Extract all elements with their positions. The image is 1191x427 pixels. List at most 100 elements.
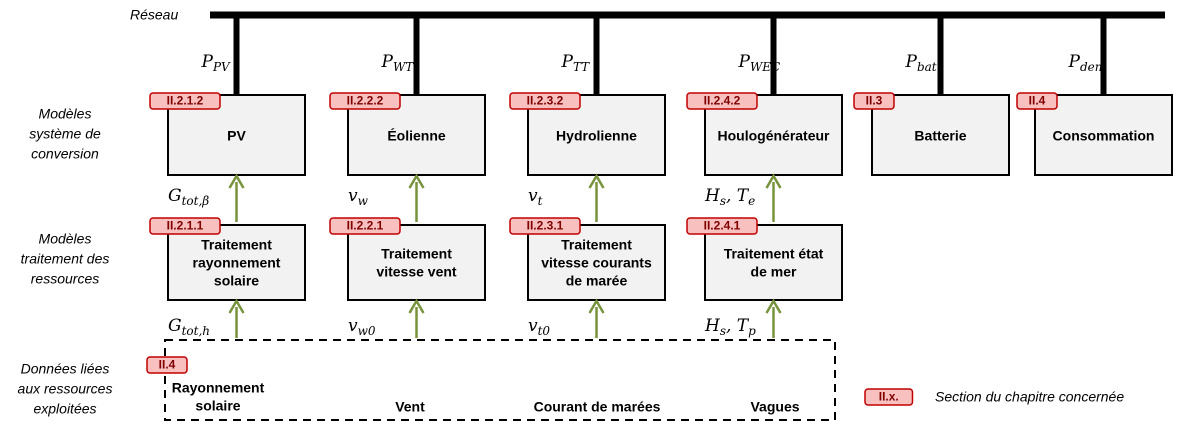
section-tag-text: II.x. <box>879 390 899 404</box>
box-label: Traitement <box>561 237 632 253</box>
row-label: système de <box>29 126 101 142</box>
section-tag-text: II.4 <box>159 358 176 372</box>
box-label: Houlogénérateur <box>717 128 830 144</box>
section-tag <box>146 356 188 374</box>
math-label: Gtot,h <box>168 316 210 338</box>
section-tag <box>329 92 401 110</box>
arrow-head <box>228 298 245 314</box>
math-main: G <box>168 316 182 336</box>
legend-text: Section du chapitre concernée <box>935 389 1124 405</box>
math-sub: p <box>748 324 756 338</box>
math-label: vw0 <box>348 316 376 338</box>
box-label: Éolienne <box>387 128 446 144</box>
math-label: PWT <box>381 52 415 74</box>
math-label: Pbat <box>905 52 937 74</box>
section-tag <box>1016 92 1058 110</box>
arrow-head <box>408 173 425 189</box>
math-sub: dem <box>1080 60 1106 74</box>
network-label: Réseau <box>130 7 178 23</box>
box-label: PV <box>227 128 246 144</box>
arrow-head <box>588 173 605 189</box>
math-label: vt0 <box>528 316 550 338</box>
box-label: Consommation <box>1053 128 1155 144</box>
math-main: P <box>381 52 394 72</box>
processing-box <box>167 224 306 301</box>
section-tag <box>864 388 914 406</box>
box-label: de marée <box>566 273 628 289</box>
arrow-head <box>765 173 782 189</box>
section-tag <box>686 92 758 110</box>
box-label: Batterie <box>914 128 966 144</box>
math-sub: WT <box>393 60 414 74</box>
math-main: P <box>738 52 751 72</box>
math-sub: e <box>748 194 755 208</box>
math-label: PWEC <box>738 52 781 74</box>
math-label: Hs, Te <box>704 186 755 208</box>
box-label: Traitement <box>201 237 272 253</box>
math-main: H <box>704 316 721 336</box>
math-main: P <box>561 52 574 72</box>
resource-label: Vagues <box>750 399 799 415</box>
row-label: conversion <box>31 146 99 162</box>
math-sub: s <box>720 324 726 338</box>
math-label: PTT <box>561 52 591 74</box>
box-label: Traitement <box>381 246 452 262</box>
resources-box <box>164 339 836 421</box>
section-tag <box>329 217 401 235</box>
row-label: Modèles <box>39 106 92 122</box>
resource-label: Rayonnement <box>172 380 265 396</box>
conversion-box <box>347 94 486 176</box>
math-main: G <box>168 186 182 206</box>
box-label: de mer <box>751 264 797 280</box>
math-label: Pdem <box>1068 52 1107 74</box>
math-sub: t0 <box>538 324 551 338</box>
math-sub: tot,h <box>182 324 210 338</box>
section-tag-text: II.4 <box>1029 94 1046 108</box>
arrow-head <box>228 173 245 189</box>
section-tag-text: II.2.1.2 <box>167 94 204 108</box>
box-label: rayonnement <box>193 255 281 271</box>
conversion-box <box>871 94 1010 176</box>
section-tag-text: II.2.3.1 <box>527 219 564 233</box>
box-label: solaire <box>214 273 259 289</box>
row-label: Données liées <box>21 361 110 377</box>
arrow-head <box>765 298 782 314</box>
math-main: v <box>348 186 358 206</box>
row-label: ressources <box>31 271 99 287</box>
row-label: Modèles <box>39 231 92 247</box>
math-sub: w0 <box>358 324 376 338</box>
section-tag <box>149 217 221 235</box>
resource-label: Vent <box>395 399 425 415</box>
arrow-head <box>408 298 425 314</box>
math-main: v <box>348 316 358 336</box>
math-main: , T <box>726 316 750 336</box>
processing-box <box>704 224 843 301</box>
row-label: exploitées <box>33 401 96 417</box>
box-label: Traitement état <box>724 246 824 262</box>
math-sub: WEC <box>750 60 780 74</box>
math-sub: bat <box>917 60 937 74</box>
math-sub: PV <box>212 60 231 74</box>
box-label: vitesse courants <box>541 255 652 271</box>
section-tag <box>686 217 758 235</box>
section-tag <box>509 92 581 110</box>
math-sub: t <box>538 194 543 208</box>
resource-label: solaire <box>195 398 240 414</box>
math-main: H <box>704 186 721 206</box>
section-tag-text: II.2.2.2 <box>347 94 384 108</box>
math-sub: s <box>720 194 726 208</box>
math-main: , T <box>726 186 750 206</box>
section-tag <box>149 92 221 110</box>
math-label: vt <box>528 186 543 208</box>
section-tag-text: II.2.3.2 <box>527 94 564 108</box>
processing-box <box>347 224 486 301</box>
math-main: v <box>528 316 538 336</box>
math-main: P <box>905 52 918 72</box>
math-label: Hs, Tp <box>704 316 756 338</box>
math-label: vw <box>348 186 369 208</box>
section-tag-text: II.2.4.2 <box>704 94 741 108</box>
arrow-head <box>588 298 605 314</box>
section-tag-text: II.2.4.1 <box>704 219 741 233</box>
section-tag <box>853 92 895 110</box>
